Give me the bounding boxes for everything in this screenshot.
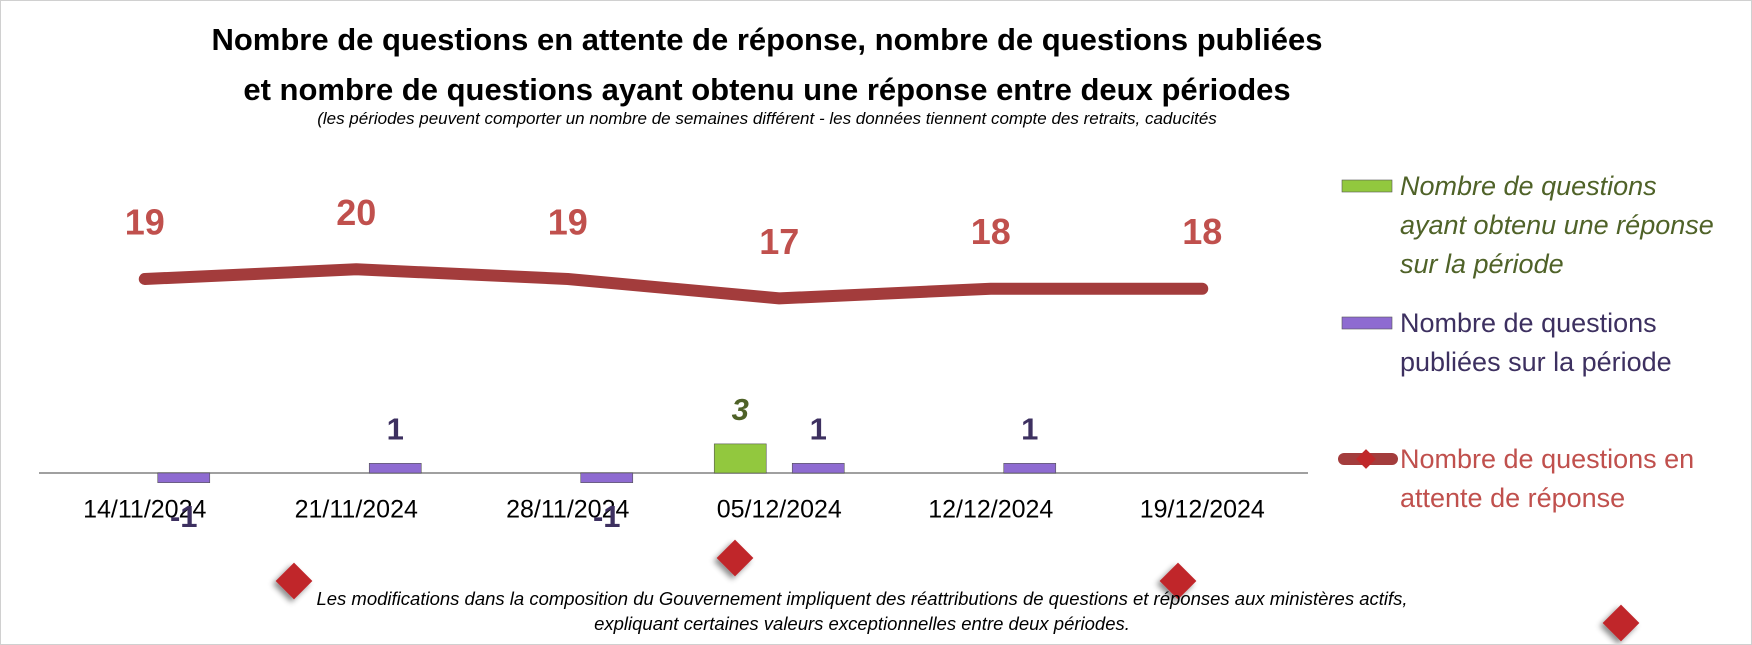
data-label: 1 xyxy=(1021,411,1038,446)
x-tick-label: 05/12/2024 xyxy=(717,496,842,524)
x-tick-label: 14/11/2024 xyxy=(83,496,206,524)
data-label: 19 xyxy=(125,202,165,243)
bar xyxy=(157,472,211,483)
x-tick-label: 12/12/2024 xyxy=(928,496,1053,524)
data-label: -1 xyxy=(170,499,198,534)
diamond xyxy=(1602,604,1640,642)
footnote: Les modifications dans la composition du… xyxy=(316,588,1408,634)
data-label: 20 xyxy=(336,192,376,233)
diamond xyxy=(275,562,313,600)
legend-label: Nombre de questions ayant obtenu une rép… xyxy=(1400,171,1714,279)
legend-label: Nombre de questions en attente de répons… xyxy=(1400,444,1695,513)
line xyxy=(138,263,1209,305)
legend-swatch xyxy=(1341,316,1393,330)
data-label: 18 xyxy=(1182,211,1222,252)
data-label: 19 xyxy=(548,202,588,243)
bar xyxy=(580,472,634,483)
diamond xyxy=(716,539,754,577)
bar xyxy=(368,462,422,474)
data-label: 1 xyxy=(810,411,827,446)
data-label: 1 xyxy=(387,411,404,446)
bar xyxy=(791,462,845,474)
legend-marker xyxy=(1356,449,1376,469)
legend-swatch xyxy=(1341,179,1393,193)
chart-subtitle: (les périodes peuvent comporter un nombr… xyxy=(317,109,1217,128)
chart-title: Nombre de questions en attente de répons… xyxy=(211,22,1323,107)
data-label: 18 xyxy=(971,211,1011,252)
data-label: 17 xyxy=(759,221,799,262)
bar xyxy=(713,443,767,474)
x-tick-label: 28/11/2024 xyxy=(506,496,629,524)
data-label: -1 xyxy=(593,499,621,534)
x-tick-label: 19/12/2024 xyxy=(1140,496,1265,524)
decoration xyxy=(275,539,1640,642)
legend-label: Nombre de questions publiées sur la péri… xyxy=(1400,308,1672,377)
x-tick-label: 21/11/2024 xyxy=(295,496,418,524)
diamond xyxy=(1159,562,1197,600)
bar xyxy=(1003,462,1057,474)
data-label: 3 xyxy=(732,392,749,427)
